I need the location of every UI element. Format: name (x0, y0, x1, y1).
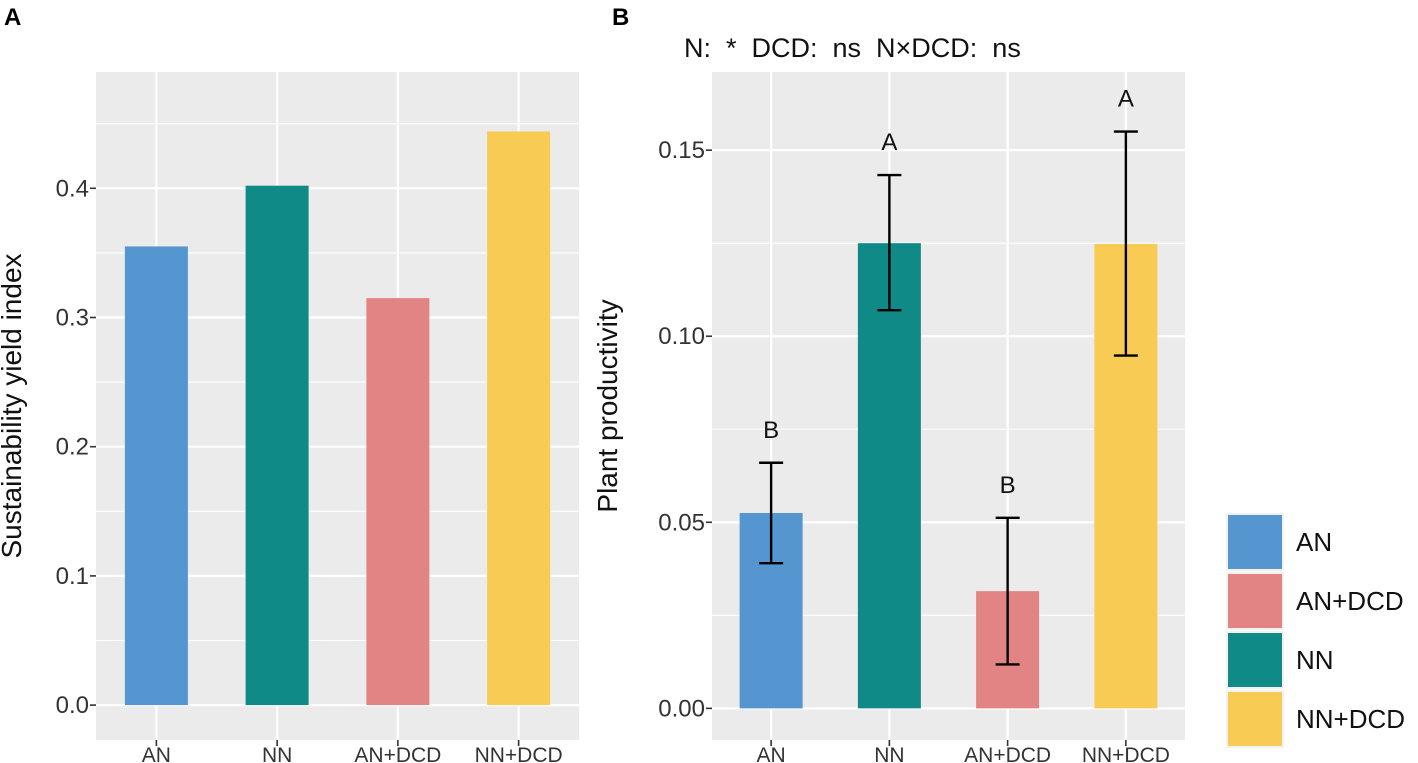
bars-b (739, 243, 1158, 709)
x-tick-label: NN (262, 744, 292, 763)
error-bar (759, 461, 784, 565)
x-tick-label: AN+DCD (964, 744, 1051, 763)
x-axis-b: AN NN AN+DCD NN+DCD (757, 740, 1170, 763)
bars-a (124, 131, 551, 706)
legend-swatch (1228, 515, 1282, 569)
y-axis-b: 0.00 0.05 0.10 0.15 (658, 137, 712, 722)
stats-annotation: N: * DCD: ns N×DCD: ns (684, 33, 1021, 63)
y-tick-label: 0.2 (56, 434, 89, 461)
legend-label: AN+DCD (1296, 586, 1404, 616)
bar-nn-dcd (487, 131, 551, 706)
bar-nn (857, 243, 921, 709)
y-tick-label: 0.1 (56, 563, 89, 590)
error-bar (877, 173, 902, 312)
y-tick-label: 0.10 (658, 323, 705, 350)
x-tick-label: AN (142, 744, 171, 763)
y-axis-title-a: Sustainability yield index (0, 253, 27, 558)
significance-letter: A (881, 129, 897, 156)
y-tick-label: 0.0 (56, 692, 89, 719)
legend-swatch (1228, 692, 1282, 746)
x-tick-label: NN (874, 744, 904, 763)
legend-swatch (1228, 574, 1282, 628)
x-tick-label: AN (757, 744, 786, 763)
panel-b-label: B (612, 4, 629, 31)
bar-an (124, 246, 188, 706)
y-axis-title-b: Plant productivity (592, 299, 623, 512)
bar-an-dcd (366, 298, 430, 706)
panel-a-label: A (4, 4, 21, 31)
panel-a: A 0.0 0.1 0.2 0.3 0.4 AN NN AN+DCD NN+DCD Susta… (0, 4, 579, 763)
y-tick-label: 0.4 (56, 175, 89, 202)
legend-item: AN (1226, 513, 1332, 571)
significance-letter: B (1000, 472, 1016, 499)
x-tick-label: AN+DCD (354, 744, 441, 763)
y-tick-label: 0.15 (658, 137, 705, 164)
error-bars-b (759, 130, 1138, 666)
y-tick-label: 0.00 (658, 695, 705, 722)
significance-letter: A (1118, 86, 1134, 113)
legend: AN AN+DCD NN NN+DCD (1226, 513, 1405, 748)
significance-letter: B (763, 417, 779, 444)
legend-item: NN+DCD (1226, 690, 1405, 748)
error-bar (995, 516, 1020, 666)
legend-item: AN+DCD (1226, 572, 1404, 630)
legend-swatch (1228, 633, 1282, 687)
x-axis-a: AN NN AN+DCD NN+DCD (142, 740, 563, 763)
y-tick-label: 0.3 (56, 304, 89, 331)
error-bar (1113, 130, 1138, 357)
y-axis-a: 0.0 0.1 0.2 0.3 0.4 (56, 175, 96, 719)
x-tick-label: NN+DCD (475, 744, 563, 763)
significance-letters-b: B A B A (763, 86, 1134, 499)
legend-label: NN (1296, 645, 1334, 675)
bar-nn (245, 185, 309, 706)
legend-label: NN+DCD (1296, 704, 1405, 734)
legend-item: NN (1226, 631, 1334, 689)
legend-label: AN (1296, 527, 1332, 557)
y-tick-label: 0.05 (658, 509, 705, 536)
x-tick-label: NN+DCD (1082, 744, 1170, 763)
